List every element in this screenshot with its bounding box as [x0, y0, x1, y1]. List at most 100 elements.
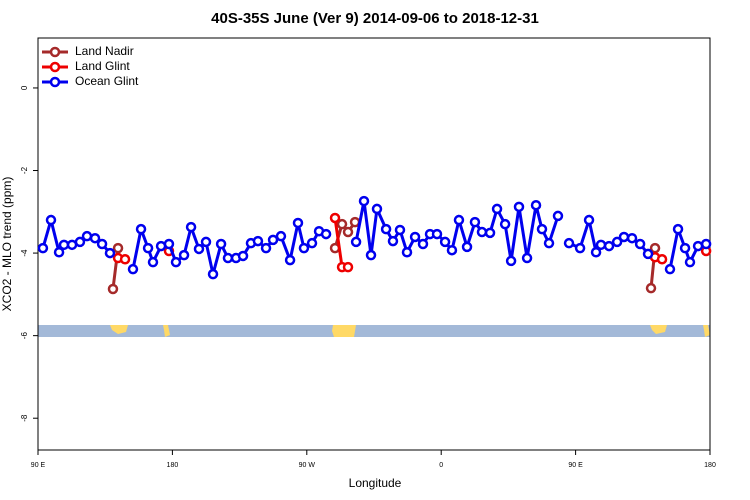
data-point [163, 238, 175, 250]
data-point [89, 232, 101, 244]
y-axis-label: XCO2 - MLO trend (ppm) [0, 177, 14, 312]
data-point [342, 261, 354, 273]
legend-label: Ocean Glint [75, 74, 139, 88]
data-point [521, 252, 533, 264]
y-tick-label: -2 [20, 166, 29, 174]
data-point [142, 242, 154, 254]
y-tick-label: -8 [20, 414, 29, 422]
data-point [336, 218, 348, 230]
land-blob [163, 325, 170, 337]
data-point [260, 242, 272, 254]
x-tick-label: 90 E [568, 462, 583, 469]
data-point [642, 248, 654, 260]
data-point [491, 203, 503, 215]
data-point [112, 242, 124, 254]
data-point [394, 224, 406, 236]
land-blob [332, 325, 356, 337]
map-strip [38, 325, 710, 337]
data-point [306, 237, 318, 249]
data-point [461, 241, 473, 253]
x-tick-label: 90 E [31, 462, 46, 469]
data-point [543, 237, 555, 249]
data-point [74, 236, 86, 248]
data-point [215, 238, 227, 250]
x-tick-label: 180 [167, 462, 179, 469]
data-point [692, 240, 704, 252]
data-point [453, 214, 465, 226]
x-axis-label: Longitude [349, 476, 402, 490]
data-point [700, 238, 712, 250]
data-point [530, 199, 542, 211]
data-point [536, 223, 548, 235]
data-point [679, 242, 691, 254]
data-point [401, 247, 413, 258]
data-point [611, 236, 623, 248]
y-tick-label: -4 [20, 249, 29, 257]
data-point [329, 212, 341, 224]
data-point [170, 256, 182, 268]
data-point [342, 226, 354, 238]
data-point [371, 203, 383, 215]
data-point [147, 256, 159, 268]
data-point [237, 250, 249, 262]
chart-title: 40S-35S June (Ver 9) 2014-09-06 to 2018-… [211, 10, 539, 27]
data-point [476, 226, 488, 238]
data-point [513, 201, 525, 213]
data-point [193, 243, 205, 255]
data-point [104, 247, 116, 259]
data-point [431, 228, 443, 240]
data-point [505, 255, 517, 267]
data-point [563, 237, 575, 249]
x-tick-label: 0 [439, 462, 443, 469]
data-point [590, 247, 602, 258]
data-point [350, 236, 362, 248]
data-point [595, 239, 607, 251]
data-point [81, 230, 93, 242]
data-point [645, 282, 657, 294]
data-point [298, 242, 310, 254]
data-point [626, 232, 638, 244]
data-point [178, 249, 190, 261]
data-point [37, 242, 49, 254]
x-tick-label: 90 W [299, 462, 316, 469]
data-point [365, 249, 377, 261]
data-point [292, 217, 304, 229]
data-point [484, 227, 496, 239]
data-point [618, 231, 630, 243]
data-point [583, 214, 595, 226]
data-point [53, 247, 65, 258]
data-point [200, 236, 212, 248]
data-point [634, 238, 646, 250]
data-point [135, 223, 147, 235]
data-point [409, 231, 421, 243]
data-point [58, 239, 70, 251]
y-tick-label: 0 [20, 85, 29, 90]
data-point [329, 242, 341, 254]
legend-marker [49, 76, 61, 88]
data-point [552, 210, 564, 222]
data-point [207, 268, 219, 280]
data-point [358, 195, 370, 207]
data-point [664, 263, 676, 275]
data-point [446, 244, 458, 256]
data-point [127, 263, 139, 275]
y-tick-label: -6 [20, 332, 29, 340]
ocean-strip [38, 325, 710, 337]
data-point [469, 216, 481, 228]
data-point [284, 254, 296, 266]
data-point [275, 230, 287, 242]
land-blob [110, 325, 128, 334]
land-blob [703, 325, 710, 337]
data-point [119, 254, 131, 265]
legend-marker [49, 46, 61, 58]
legend-marker [49, 61, 61, 73]
x-tick-label: 180 [704, 462, 716, 469]
data-point [417, 238, 429, 250]
data-point [252, 235, 264, 247]
data-point [107, 283, 119, 295]
data-point [267, 234, 279, 246]
data-point [574, 242, 586, 254]
data-point [387, 235, 399, 247]
